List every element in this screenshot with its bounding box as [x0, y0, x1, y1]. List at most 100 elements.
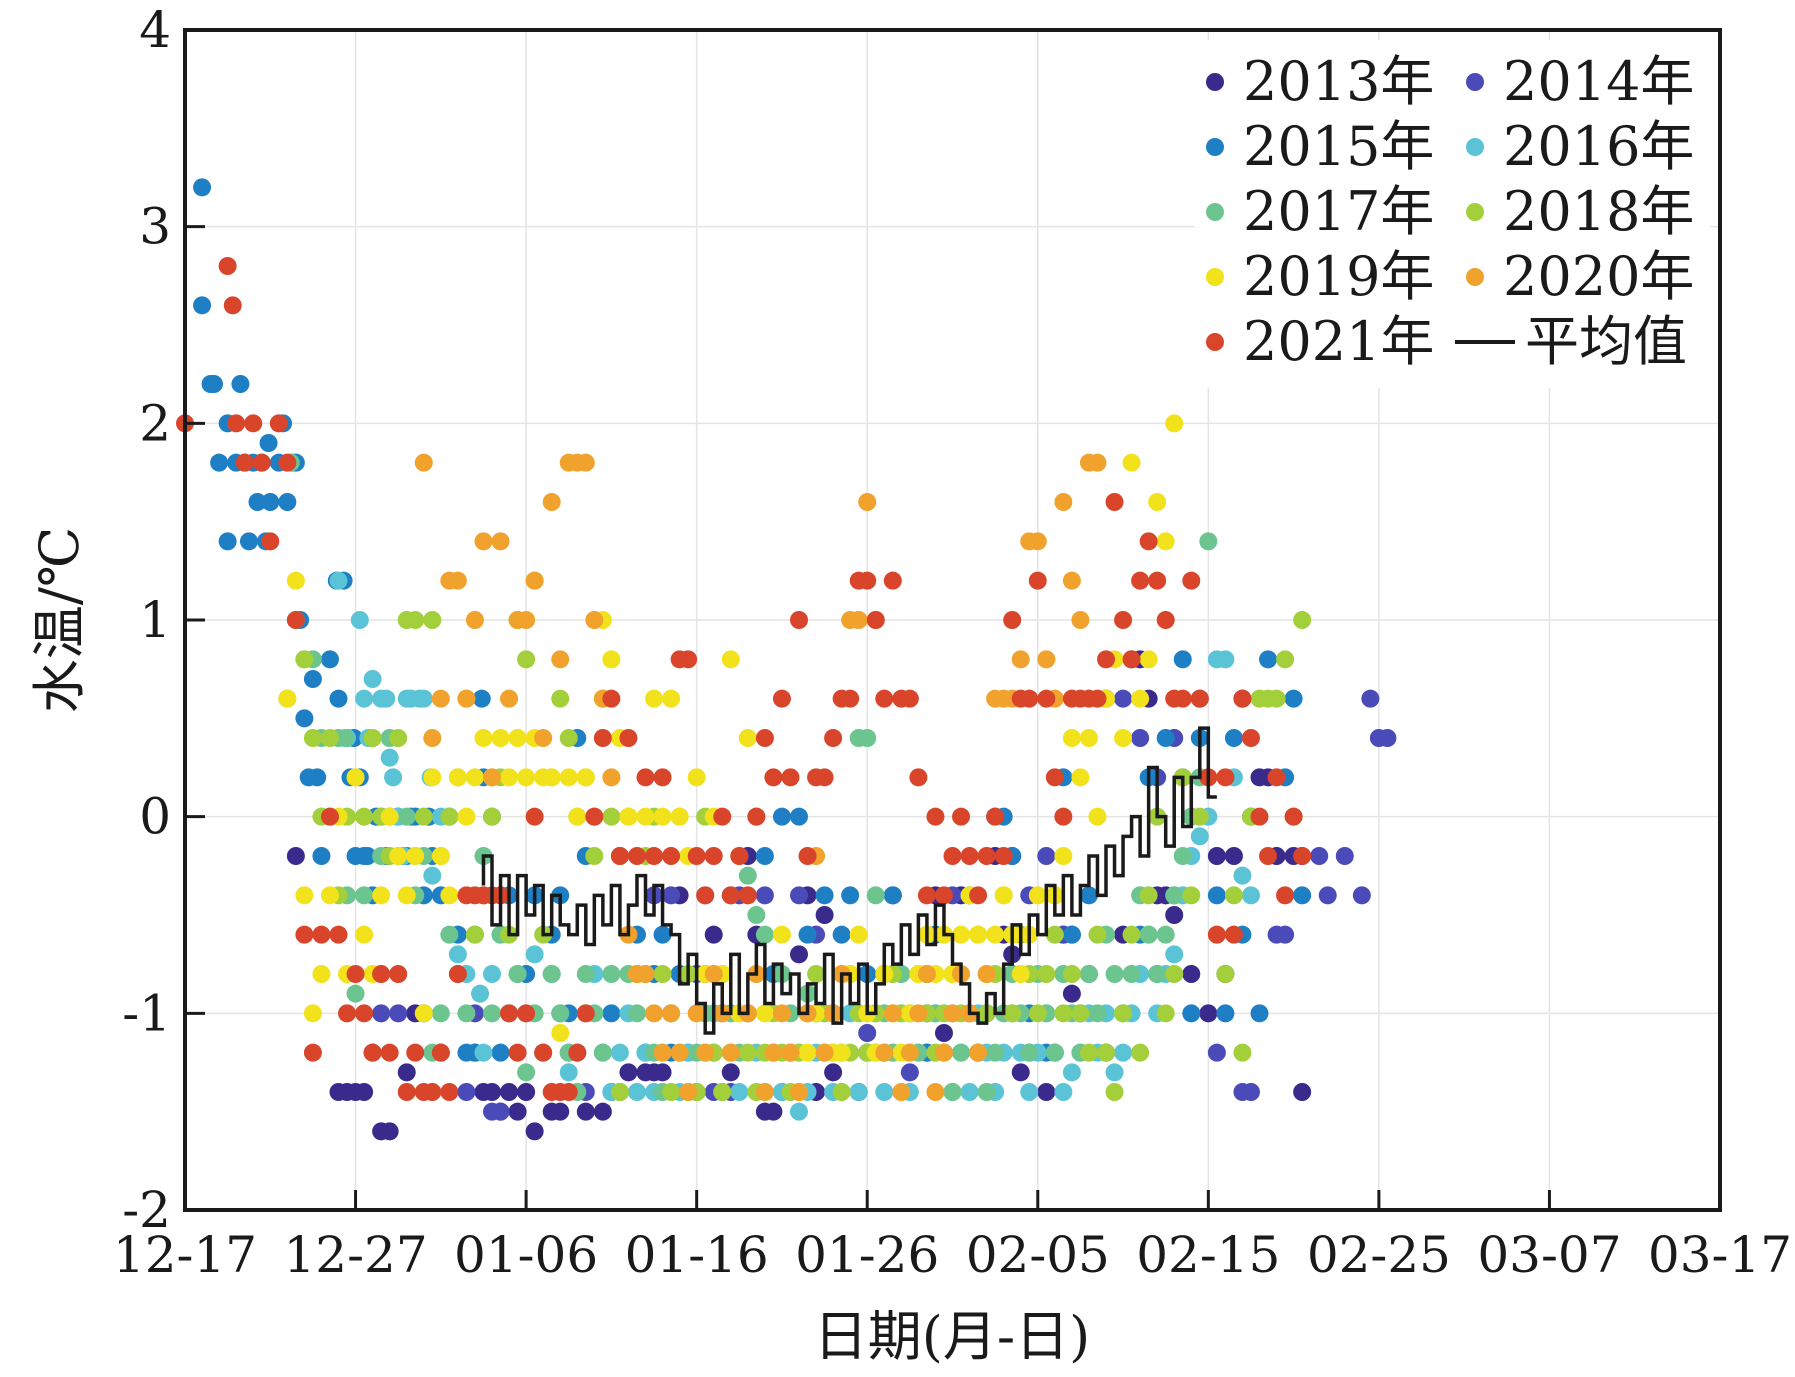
data-point [193, 296, 212, 315]
scatter-points [176, 178, 1397, 1141]
data-point [423, 866, 442, 885]
data-point [943, 1083, 962, 1101]
data-point [500, 1004, 519, 1023]
legend-label: 2013年 [1243, 50, 1434, 113]
data-point [1165, 945, 1184, 964]
data-point [610, 847, 629, 865]
data-point [1054, 493, 1073, 511]
data-point [1352, 886, 1371, 905]
data-point [704, 847, 723, 865]
data-point [261, 493, 280, 511]
data-point [977, 965, 996, 983]
data-point [363, 1043, 382, 1062]
data-point [1156, 611, 1175, 629]
data-point [1224, 847, 1243, 865]
data-point [849, 925, 868, 944]
data-point [1105, 965, 1124, 983]
data-point [815, 886, 834, 905]
data-point [900, 689, 919, 708]
data-point [815, 768, 834, 787]
data-point [1062, 925, 1081, 944]
data-point [730, 847, 749, 865]
data-point [1139, 925, 1158, 944]
data-point [1335, 847, 1354, 865]
data-point [1037, 1083, 1056, 1101]
legend-entry: 2013年 [1206, 50, 1434, 113]
data-point [551, 1004, 570, 1023]
data-point [483, 1004, 501, 1023]
data-point [1207, 1043, 1226, 1062]
legend-marker [1466, 268, 1484, 286]
data-point [1105, 1063, 1124, 1082]
data-point [1156, 729, 1175, 747]
data-point [397, 1083, 416, 1101]
data-point [483, 768, 501, 787]
data-point [1276, 650, 1295, 669]
data-point [1190, 807, 1209, 826]
data-point [1148, 493, 1167, 511]
data-point [858, 729, 877, 747]
data-point [952, 807, 971, 826]
data-point [303, 670, 322, 688]
data-point [1020, 1083, 1039, 1101]
data-point [670, 807, 689, 826]
data-point [517, 1063, 536, 1082]
data-point [909, 768, 928, 787]
y-tick-label: 2 [139, 394, 171, 452]
data-point [576, 453, 595, 472]
data-point [747, 807, 766, 826]
data-point [627, 1004, 646, 1023]
data-point [1131, 1043, 1150, 1062]
data-point [1284, 807, 1303, 826]
legend-label: 2021年 [1243, 310, 1434, 373]
data-point [900, 1063, 919, 1082]
data-point [1293, 886, 1312, 905]
data-point [1293, 1083, 1312, 1101]
data-point [926, 807, 945, 826]
data-point [295, 650, 314, 669]
data-point [1028, 886, 1047, 905]
data-point [832, 1043, 851, 1062]
y-tick-label: 3 [139, 198, 171, 256]
data-point [380, 1043, 399, 1062]
data-point [653, 965, 672, 983]
data-point [542, 493, 561, 511]
data-point [431, 1043, 450, 1062]
data-point [1139, 886, 1158, 905]
x-axis: 12-17 12-27 01-06 01-16 01-26 02-05 02-15 02-25… [113, 1190, 1792, 1284]
data-point [1250, 1004, 1269, 1023]
data-point [320, 729, 339, 747]
data-point [824, 729, 843, 747]
legend-entry: 2017年 [1206, 180, 1434, 243]
data-point [559, 768, 578, 787]
data-point [1131, 729, 1150, 747]
data-point [875, 1043, 894, 1062]
data-point [994, 847, 1013, 865]
data-point [772, 807, 791, 826]
data-point [457, 1004, 476, 1023]
data-point [1131, 571, 1150, 590]
data-point [312, 965, 331, 983]
data-point [1199, 532, 1218, 551]
data-point [790, 807, 808, 826]
data-point [355, 807, 374, 826]
average-line-layer [481, 726, 1217, 1035]
data-point [679, 650, 698, 669]
data-point [308, 768, 327, 787]
data-point [1250, 807, 1269, 826]
y-axis: -2 -1 0 1 2 3 4 [122, 1, 205, 1239]
data-point [1105, 1083, 1124, 1101]
data-point [474, 729, 493, 747]
data-point [824, 1063, 843, 1082]
data-point [755, 729, 774, 747]
data-point [653, 1063, 672, 1082]
data-point [798, 1043, 817, 1062]
data-point [329, 925, 348, 944]
data-point [610, 1043, 629, 1062]
data-point [1037, 689, 1056, 708]
data-point [1079, 965, 1098, 983]
data-point [576, 768, 595, 787]
data-point [790, 1102, 808, 1121]
legend-label: 2015年 [1243, 115, 1434, 178]
data-point [1224, 886, 1243, 905]
